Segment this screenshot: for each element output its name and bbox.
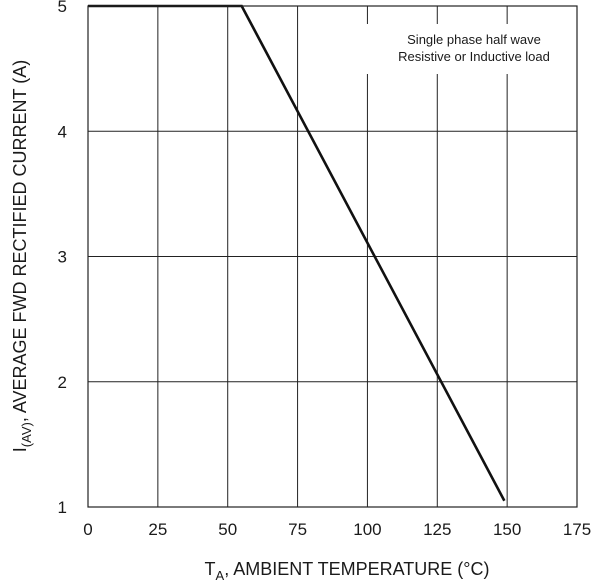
x-tick-label-2: 50 (218, 520, 237, 539)
annotation-background (363, 24, 585, 74)
plot-frame (87, 5, 578, 508)
annotation-line-2: Resistive or Inductive load (398, 49, 550, 64)
x-axis-label-main: T (205, 559, 216, 579)
x-tick-labels: 0 25 50 75 100 125 150 175 (83, 520, 591, 539)
plot-border (87, 5, 578, 508)
x-tick-label-3: 75 (288, 520, 307, 539)
x-axis-label-rest: , AMBIENT TEMPERATURE (°C) (224, 559, 489, 579)
x-tick-label-6: 150 (493, 520, 521, 539)
y-tick-label-1: 2 (58, 373, 67, 392)
y-axis-label: I(AV), AVERAGE FWD RECTIFIED CURRENT (A) (10, 60, 34, 452)
series-line-0 (88, 4, 506, 502)
annotation-box (363, 24, 585, 74)
grid-lines (88, 6, 577, 507)
y-axis-label-main: I (10, 447, 30, 452)
x-tick-label-5: 125 (423, 520, 451, 539)
x-axis-label-sub: A (216, 568, 225, 583)
x-tick-label-1: 25 (148, 520, 167, 539)
y-tick-label-3: 4 (58, 122, 67, 141)
y-tick-labels: 1 2 3 4 5 (58, 0, 67, 517)
x-tick-label-7: 175 (563, 520, 591, 539)
x-axis-label: TA, AMBIENT TEMPERATURE (°C) (205, 559, 490, 583)
series-group (88, 4, 506, 502)
y-tick-label-4: 5 (58, 0, 67, 16)
y-axis-label-rest: , AVERAGE FWD RECTIFIED CURRENT (A) (10, 60, 30, 422)
x-tick-label-4: 100 (353, 520, 381, 539)
annotation-line-1: Single phase half wave (407, 32, 541, 47)
x-tick-label-0: 0 (83, 520, 92, 539)
y-axis-label-sub: (AV) (19, 422, 34, 447)
y-tick-label-0: 1 (58, 498, 67, 517)
y-tick-label-2: 3 (58, 248, 67, 267)
